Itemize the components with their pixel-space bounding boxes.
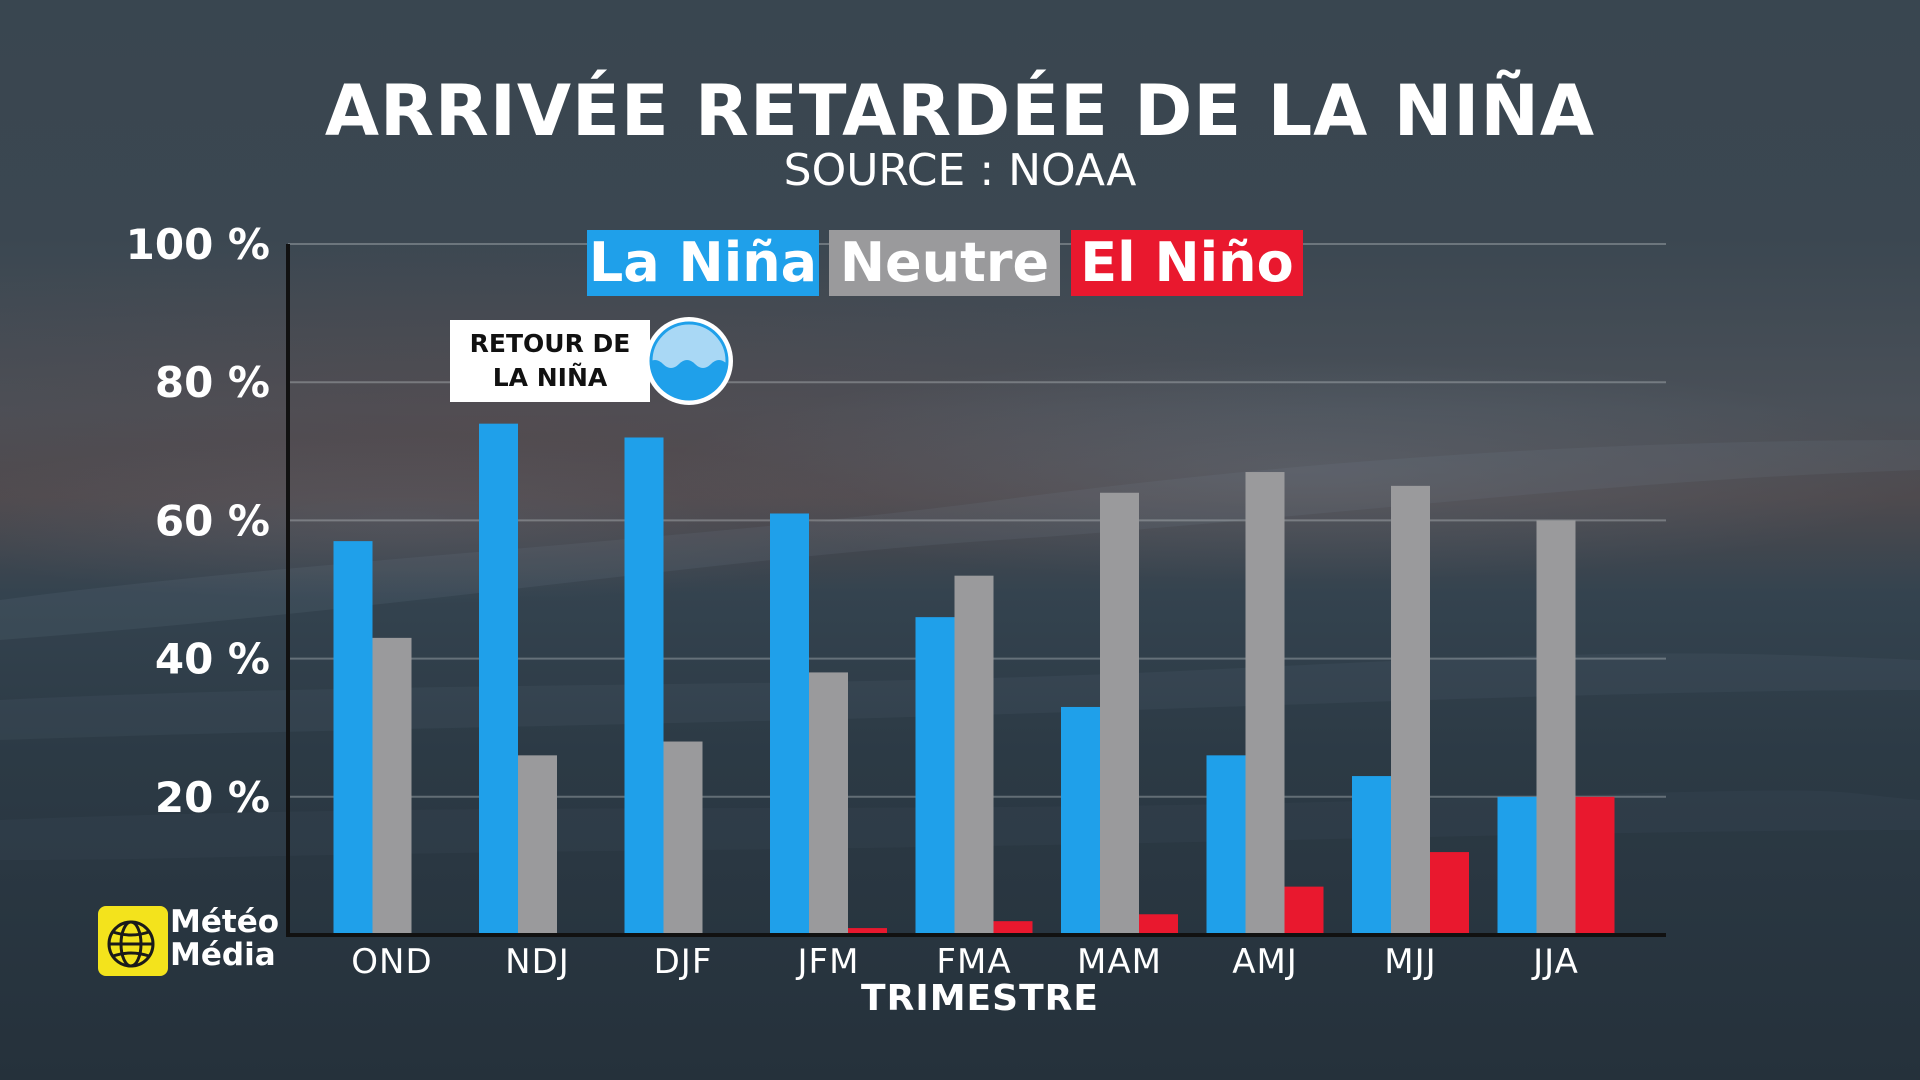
logo-line-2: Média xyxy=(170,937,276,973)
x-axis-title: TRIMESTRE xyxy=(861,978,1099,1019)
x-tick-label: JJA xyxy=(1531,942,1579,982)
bar-el-ni-o-amj xyxy=(1284,886,1324,935)
y-tick-label: 40 % xyxy=(155,635,270,684)
bar-la-ni-a-jja xyxy=(1497,796,1537,935)
bar-neutre-djf xyxy=(663,741,703,935)
y-tick-label: 80 % xyxy=(155,358,270,407)
bar-neutre-mjj xyxy=(1391,485,1430,935)
axis-layer xyxy=(286,244,1666,937)
callout-line-1: RETOUR DE xyxy=(469,329,631,358)
bar-neutre-fma xyxy=(954,575,994,935)
bar-el-ni-o-jfm xyxy=(848,928,887,935)
y-tick-label: 20 % xyxy=(155,773,270,822)
x-tick-label: JFM xyxy=(796,942,860,982)
legend-la-nina: La Niña xyxy=(587,230,819,296)
legend-neutre: Neutre xyxy=(829,230,1060,296)
bar-neutre-ond xyxy=(372,637,412,935)
bar-el-ni-o-jja xyxy=(1575,796,1615,935)
x-tick-label: FMA xyxy=(936,942,1011,982)
x-tick-label: DJF xyxy=(654,942,713,982)
bar-la-ni-a-jfm xyxy=(770,513,809,935)
globe-logo-icon xyxy=(98,906,168,976)
bar-neutre-mam xyxy=(1100,492,1139,935)
x-tick-label: NDJ xyxy=(505,942,570,982)
x-tick-label: AMJ xyxy=(1232,942,1298,982)
bar-neutre-ndj xyxy=(518,755,557,935)
x-tick-label: OND xyxy=(351,942,432,982)
wave-circle-icon xyxy=(645,317,733,405)
bar-el-ni-o-mjj xyxy=(1430,852,1469,935)
bar-neutre-jfm xyxy=(809,672,848,935)
meteomedia-logo-text: Météo Média xyxy=(170,906,279,972)
callout-retour-la-nina: RETOUR DE LA NIÑA xyxy=(450,320,650,402)
bar-la-ni-a-ndj xyxy=(479,423,518,935)
bar-la-ni-a-amj xyxy=(1206,755,1246,935)
bar-el-ni-o-mam xyxy=(1139,914,1178,935)
y-tick-label: 100 % xyxy=(126,220,270,269)
callout-line-2: LA NIÑA xyxy=(492,363,608,392)
legend-el-nino: El Niño xyxy=(1071,230,1303,296)
bar-la-ni-a-fma xyxy=(915,617,955,935)
bar-la-ni-a-mjj xyxy=(1352,776,1391,935)
chart-title: ARRIVÉE RETARDÉE DE LA NIÑA xyxy=(324,70,1596,152)
bar-layer xyxy=(333,423,1615,935)
bar-neutre-jja xyxy=(1536,520,1576,935)
bar-la-ni-a-ond xyxy=(333,541,373,935)
x-tick-label: MJJ xyxy=(1384,942,1436,982)
logo-line-1: Météo xyxy=(170,904,280,940)
x-tick-label: MAM xyxy=(1077,942,1162,982)
bar-la-ni-a-mam xyxy=(1061,706,1100,935)
label-layer: 20 % 40 % 60 % 80 % 100 % OND NDJ DJF JFM FMA MAM A… xyxy=(126,220,1579,982)
chart-subtitle: SOURCE : NOAA xyxy=(783,145,1137,196)
bar-la-ni-a-djf xyxy=(624,437,664,935)
bar-neutre-amj xyxy=(1245,472,1285,935)
y-tick-label: 60 % xyxy=(155,496,270,545)
bar-el-ni-o-fma xyxy=(993,921,1033,935)
